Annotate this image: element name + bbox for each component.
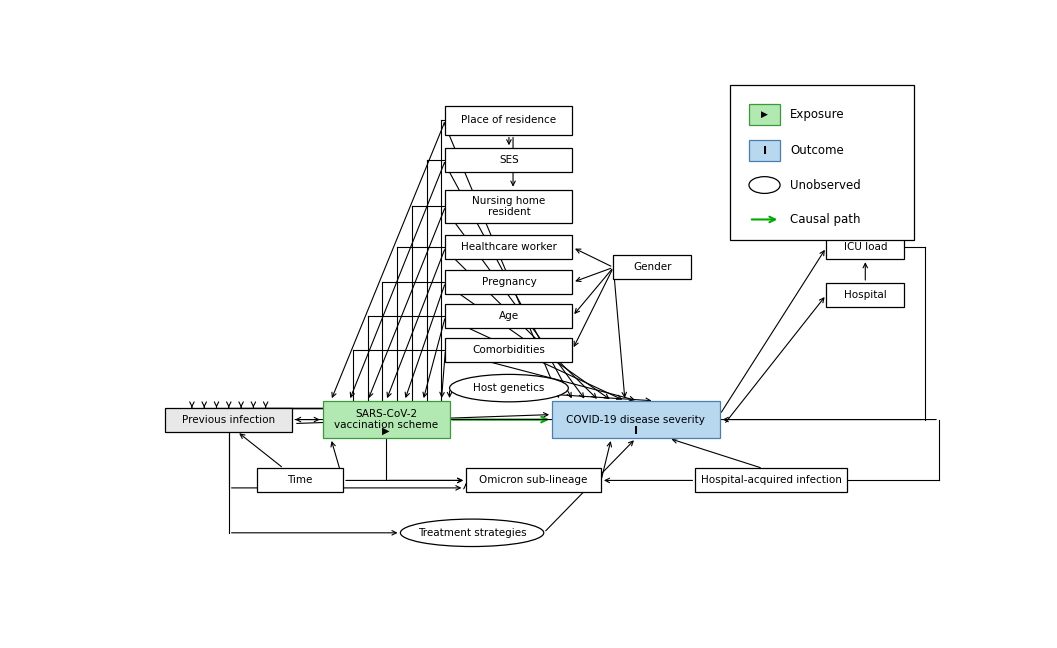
- Text: Exposure: Exposure: [790, 108, 845, 121]
- Text: ICU load: ICU load: [843, 242, 887, 253]
- FancyBboxPatch shape: [613, 255, 691, 279]
- FancyBboxPatch shape: [445, 189, 573, 224]
- FancyBboxPatch shape: [445, 305, 573, 329]
- Text: Nursing home
resident: Nursing home resident: [472, 196, 545, 217]
- Text: Pregnancy: Pregnancy: [482, 277, 536, 287]
- Text: SES: SES: [499, 155, 519, 165]
- FancyBboxPatch shape: [445, 338, 573, 362]
- FancyBboxPatch shape: [445, 106, 573, 135]
- Text: Outcome: Outcome: [790, 144, 843, 157]
- Text: COVID-19 disease severity: COVID-19 disease severity: [567, 415, 705, 424]
- FancyBboxPatch shape: [749, 140, 780, 161]
- FancyBboxPatch shape: [730, 86, 914, 240]
- Ellipse shape: [449, 375, 569, 402]
- FancyBboxPatch shape: [445, 148, 573, 172]
- Text: Unobserved: Unobserved: [790, 179, 860, 192]
- Text: Age: Age: [499, 311, 519, 321]
- Text: Healthcare worker: Healthcare worker: [461, 242, 557, 253]
- Text: ▶: ▶: [761, 110, 768, 119]
- Ellipse shape: [401, 519, 543, 546]
- FancyBboxPatch shape: [696, 469, 847, 492]
- FancyBboxPatch shape: [445, 270, 573, 294]
- FancyBboxPatch shape: [466, 469, 601, 492]
- Text: Hospital-acquired infection: Hospital-acquired infection: [701, 476, 841, 485]
- FancyBboxPatch shape: [445, 235, 573, 259]
- FancyBboxPatch shape: [827, 235, 904, 259]
- Text: Gender: Gender: [633, 262, 671, 272]
- Text: I: I: [762, 146, 766, 156]
- Text: Causal path: Causal path: [790, 213, 860, 226]
- Text: Omicron sub-lineage: Omicron sub-lineage: [479, 476, 588, 485]
- FancyBboxPatch shape: [165, 408, 293, 432]
- FancyBboxPatch shape: [827, 283, 904, 307]
- Text: Host genetics: Host genetics: [474, 383, 544, 393]
- Text: Comorbidities: Comorbidities: [472, 345, 545, 354]
- Text: Hospital: Hospital: [843, 290, 887, 300]
- Text: Previous infection: Previous infection: [182, 415, 276, 424]
- Text: Treatment strategies: Treatment strategies: [418, 528, 526, 538]
- FancyBboxPatch shape: [257, 469, 344, 492]
- Text: I: I: [634, 426, 638, 435]
- Ellipse shape: [749, 177, 780, 193]
- Text: ▶: ▶: [383, 426, 390, 435]
- Text: Place of residence: Place of residence: [462, 115, 556, 125]
- Text: SARS-CoV-2
vaccination scheme: SARS-CoV-2 vaccination scheme: [334, 409, 439, 430]
- FancyBboxPatch shape: [749, 104, 780, 125]
- Text: Time: Time: [288, 476, 313, 485]
- FancyBboxPatch shape: [322, 401, 449, 438]
- FancyBboxPatch shape: [552, 401, 720, 438]
